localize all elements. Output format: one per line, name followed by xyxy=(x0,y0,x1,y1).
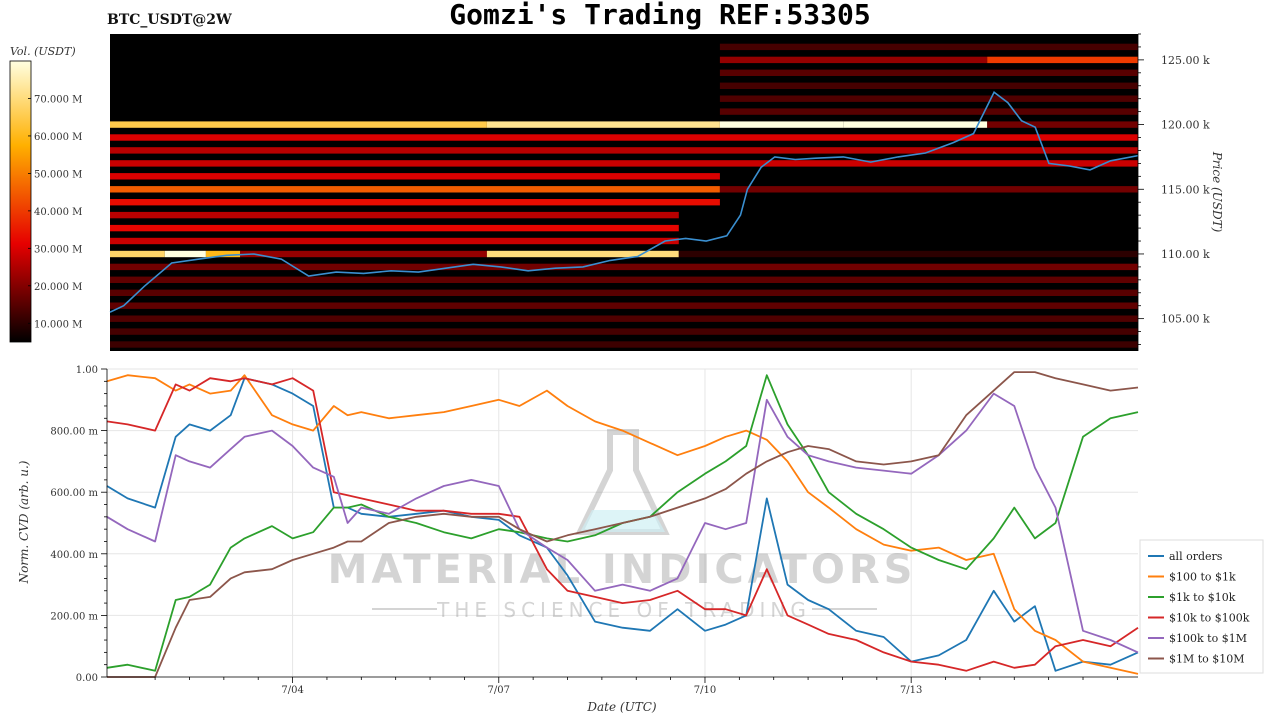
heatmap-cell-4-0 xyxy=(110,173,720,180)
colorbar-tick-label: 30.000 M xyxy=(34,244,82,255)
colorbar xyxy=(9,60,32,343)
price-tick-label: 115.00 k xyxy=(1161,183,1210,196)
date-tick-label: 7/04 xyxy=(281,685,303,696)
heatmap-cell-0-4 xyxy=(987,121,1138,128)
series-line-4 xyxy=(106,392,1139,654)
colorbar-tick-label: 70.000 M xyxy=(34,94,82,105)
heatmap-cell-20-0 xyxy=(110,302,1138,309)
colorbar-tick-label: 60.000 M xyxy=(34,132,82,143)
heatmap-cell-17-0 xyxy=(110,263,1138,271)
heatmap-cell-1-3 xyxy=(240,250,487,258)
series-line-2 xyxy=(106,374,1139,672)
heatmap-cell-5-0 xyxy=(110,199,720,206)
heatmap-cell-18-0 xyxy=(110,276,1138,283)
date-tick-label: 7/13 xyxy=(900,685,922,696)
heatmap-cell-8-0 xyxy=(110,211,679,219)
flask-icon xyxy=(575,429,670,535)
heatmap-cell-21-0 xyxy=(110,315,1138,322)
heatmap-cell-3-1 xyxy=(719,186,1138,193)
cvd-tick-label: 1.00 xyxy=(76,365,98,376)
heatmap-levels xyxy=(110,43,1138,348)
price-tick-label: 125.00 k xyxy=(1161,54,1210,67)
legend-label: $1M to $10M xyxy=(1169,653,1245,666)
heatmap-cell-14-0 xyxy=(719,82,1138,89)
price-axis-label: Price (USDT) xyxy=(1210,151,1224,233)
symbol-label: BTC_USDT@2W xyxy=(107,12,232,28)
legend-box xyxy=(1139,539,1264,674)
heatmap-cell-10-0 xyxy=(110,147,1138,154)
heatmap-cell-9-0 xyxy=(110,160,1138,167)
series-line-3 xyxy=(106,377,1139,672)
price-tick-label: 105.00 k xyxy=(1161,313,1210,326)
series-line-1 xyxy=(106,374,1139,675)
series-line-5 xyxy=(107,371,1139,678)
cvd-lines xyxy=(106,371,1139,678)
heatmap-panel xyxy=(109,34,1139,351)
watermark-tagline: THE SCIENCE OF TRADING xyxy=(436,598,811,622)
heatmap-cell-3-0 xyxy=(110,186,720,193)
legend-label: $100k to $1M xyxy=(1169,632,1247,645)
heatmap-cell-1-5 xyxy=(678,250,1138,258)
heatmap-cell-1-1 xyxy=(164,250,206,258)
watermark-brand: MATERIAL INDICATORS xyxy=(328,547,917,593)
cvd-axes: 0.00 200.00 m 400.00 m 600.00 m 800.00 m 1.00… xyxy=(50,365,1138,696)
heatmap-cell-0-3 xyxy=(843,121,988,128)
colorbar-ticks: 10.000 M 20.000 M 30.000 M 40.000 M 50.000 M… xyxy=(28,94,82,330)
cvd-tick-label: 0.00 xyxy=(76,673,98,684)
heatmap-cell-15-0 xyxy=(719,69,1138,76)
heatmap-cell-12-0 xyxy=(719,108,1138,115)
date-tick-label: 7/07 xyxy=(488,685,510,696)
heatmap-cell-0-1 xyxy=(486,121,720,128)
heatmap-cell-1-4 xyxy=(486,250,679,258)
price-tick-label: 110.00 k xyxy=(1161,248,1210,261)
heatmap-cell-16-0 xyxy=(719,43,1138,51)
heatmap-cell-13-0 xyxy=(719,95,1138,102)
cvd-axis-label: Norm. CVD (arb. u.) xyxy=(17,460,31,584)
date-axis-label: Date (UTC) xyxy=(586,700,656,714)
colorbar-label: Vol. (USDT) xyxy=(10,45,76,58)
colorbar-tick-label: 10.000 M xyxy=(34,319,82,330)
legend-label: $100 to $1k xyxy=(1169,571,1236,584)
date-tick-label: 7/10 xyxy=(694,685,716,696)
cvd-tick-label: 400.00 m xyxy=(50,550,98,561)
heatmap-cell-1-2 xyxy=(205,250,241,258)
heatmap-cell-19-0 xyxy=(110,289,1138,296)
legend-label: $1k to $10k xyxy=(1169,591,1236,604)
heatmap-cell-1-0 xyxy=(110,250,165,258)
heatmap-cell-11-0 xyxy=(110,134,1138,141)
heatmap-cell-0-2 xyxy=(719,121,844,128)
price-line xyxy=(109,90,1139,313)
price-axis: 105.00 k 110.00 k 115.00 k 120.00 k 125.00 k xyxy=(1137,33,1210,351)
cvd-tick-label: 200.00 m xyxy=(50,611,98,622)
legend-label: $10k to $100k xyxy=(1169,612,1250,625)
heatmap-cell-2-1 xyxy=(987,56,1138,64)
colorbar-tick-label: 20.000 M xyxy=(34,282,82,293)
heatmap-cell-0-0 xyxy=(110,121,487,128)
heatmap-cell-2-0 xyxy=(719,56,988,64)
legend: all orders $100 to $1k $1k to $10k $10k to … xyxy=(1139,539,1264,674)
price-tick-label: 120.00 k xyxy=(1161,119,1210,132)
heatmap-cell-6-0 xyxy=(110,224,679,232)
cvd-tick-label: 800.00 m xyxy=(50,427,98,438)
heatmap-cell-22-0 xyxy=(110,328,1138,335)
heatmap-cell-23-0 xyxy=(110,341,1138,348)
legend-label: all orders xyxy=(1169,550,1223,563)
cvd-tick-label: 600.00 m xyxy=(50,488,98,499)
colorbar-tick-label: 50.000 M xyxy=(34,169,82,180)
colorbar-tick-label: 40.000 M xyxy=(34,207,82,218)
chart-title: Gomzi's Trading REF:53305 xyxy=(449,0,870,31)
heatmap-cell-7-0 xyxy=(110,237,679,245)
